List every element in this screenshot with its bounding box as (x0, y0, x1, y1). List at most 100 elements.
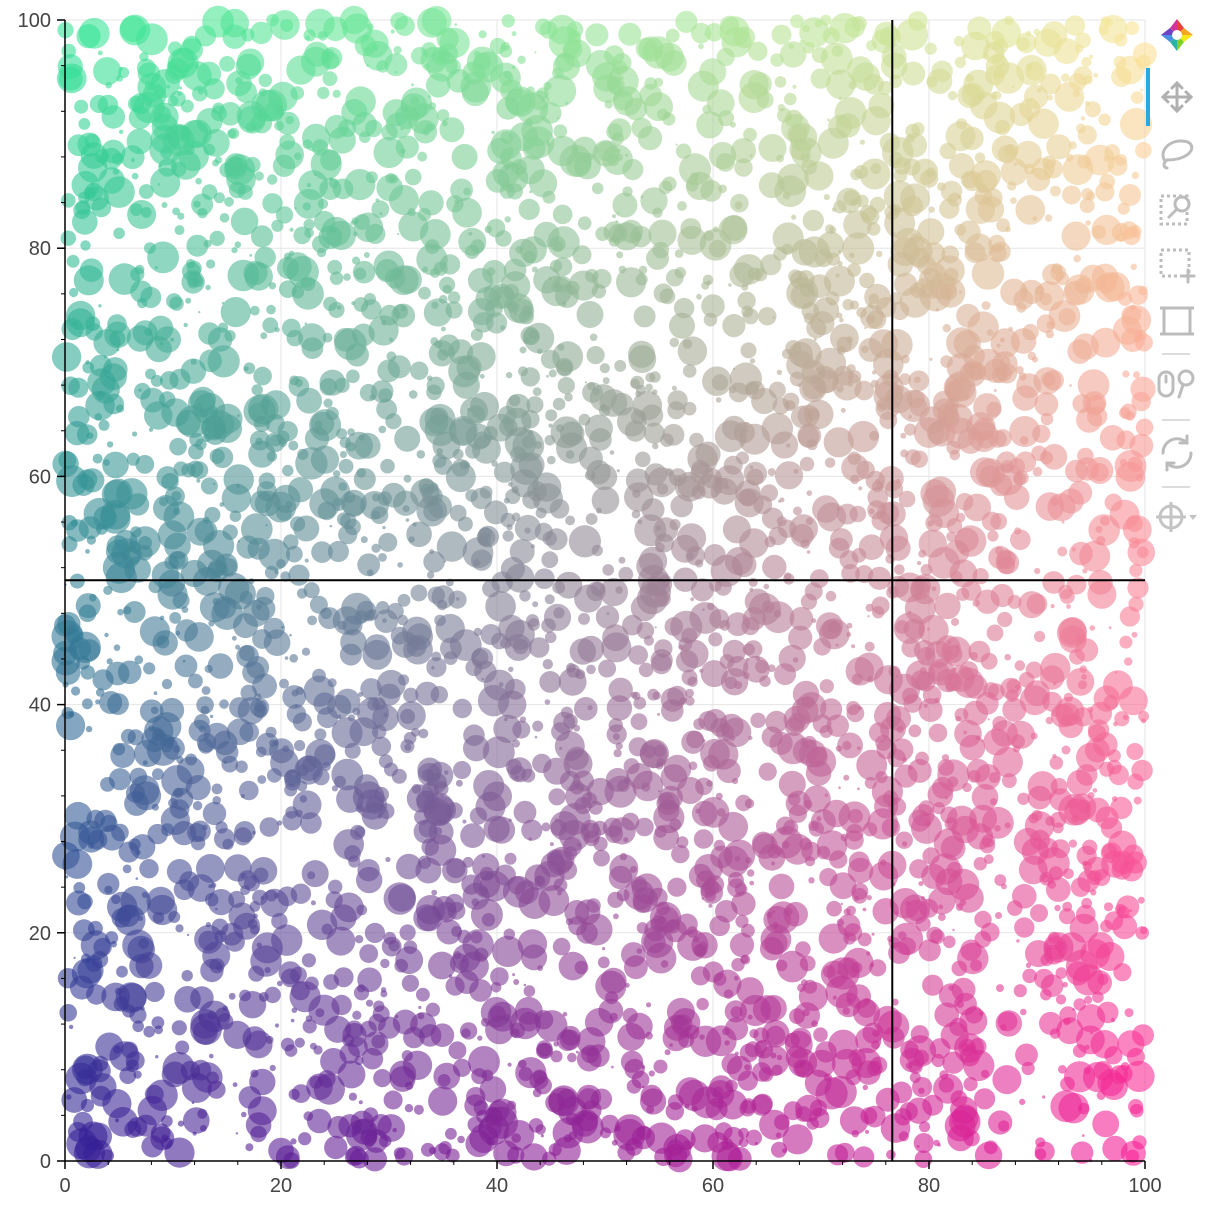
pan-tool[interactable] (1154, 74, 1200, 120)
scatter-point (1126, 743, 1144, 760)
scatter-point (799, 39, 805, 46)
scatter-point (722, 515, 751, 544)
scatter-point (990, 91, 998, 100)
scatter-point (919, 1121, 930, 1133)
scatter-point (568, 525, 602, 558)
scatter-point (637, 125, 663, 151)
scatter-point (929, 661, 950, 682)
crosshair-tool[interactable] (1154, 494, 1200, 540)
scatter-point (1068, 73, 1087, 91)
scatter-point (835, 643, 839, 647)
scatter-point (291, 1007, 298, 1013)
scatter-point (455, 779, 463, 787)
scatter-point (211, 783, 223, 795)
scatter-point (983, 728, 1011, 756)
scatter-point (856, 460, 875, 480)
scatter-point (602, 377, 610, 385)
scatter-point (462, 958, 466, 963)
scatter-point (1122, 515, 1152, 544)
scatter-point (82, 361, 95, 374)
scatter-point (378, 425, 387, 434)
scatter-point (776, 950, 809, 983)
scatter-point (632, 489, 641, 498)
scatter-point (974, 1088, 996, 1110)
lasso-select-tool[interactable] (1154, 130, 1200, 176)
scatter-point (716, 47, 735, 67)
scatter-point (185, 775, 211, 801)
scatter-point (1122, 226, 1141, 246)
y-tick-label: 20 (29, 923, 51, 945)
scatter-point (378, 532, 398, 552)
x-tick-label: 80 (918, 1175, 940, 1197)
scatter-point (868, 508, 875, 515)
scatter-point (298, 323, 327, 352)
scatter-point (905, 449, 921, 466)
scatter-point (858, 337, 883, 362)
scatter-point (808, 877, 815, 884)
scatter-point (905, 899, 928, 922)
scatter-point (557, 377, 575, 395)
scatter-point (116, 478, 148, 510)
scatter-point (506, 183, 523, 200)
scatter-point (472, 51, 504, 83)
scatter-point (191, 1101, 195, 1104)
scatter-point (577, 216, 592, 230)
scatter-point (95, 699, 101, 705)
scatter-point (665, 1102, 684, 1121)
scatter-point (586, 898, 601, 913)
scatter-point (1017, 792, 1030, 805)
scatter-point (592, 387, 600, 396)
scatter-point (734, 681, 743, 689)
scatter-point (1107, 759, 1122, 775)
scatter-point (426, 571, 435, 579)
scatter-point (584, 469, 596, 481)
scatter-point (500, 325, 506, 331)
scatter-point (574, 584, 603, 613)
scatter-point (532, 1069, 547, 1084)
scatter-point (743, 461, 767, 486)
scatter-point (536, 1040, 553, 1057)
scatter-point (1014, 660, 1026, 671)
scatter-point (662, 176, 677, 192)
scatter-point (562, 1011, 568, 1017)
box-zoom-tool[interactable] (1154, 186, 1200, 232)
scatter-point (67, 134, 90, 157)
scatter-point (353, 297, 369, 312)
scatter-point (606, 123, 623, 141)
scatter-point (858, 534, 885, 560)
scatter-point (103, 585, 113, 596)
scatter-point (452, 448, 464, 460)
scatter-point (844, 923, 863, 942)
scatter-point (405, 518, 410, 522)
scatter-point (678, 1031, 695, 1048)
scatter-point (882, 1026, 905, 1049)
scatter-point (703, 312, 718, 327)
scatter-point (996, 984, 1004, 993)
box-select-tool[interactable] (1154, 242, 1200, 288)
scatter-point (427, 586, 445, 604)
scatter-point (654, 590, 671, 607)
scatter-point (544, 74, 577, 108)
zoom-to-extents-tool[interactable] (1154, 298, 1200, 344)
scatter-point (973, 393, 1002, 422)
scatter-point (1073, 254, 1081, 263)
scatter-point (1087, 719, 1110, 741)
scatter-point (804, 856, 816, 867)
bokeh-logo-icon[interactable] (1154, 12, 1200, 58)
reset-tool[interactable] (1154, 430, 1200, 476)
scatter-point (790, 14, 804, 29)
scatter-point (519, 590, 531, 602)
scatter-point (1135, 418, 1154, 437)
scatter-point (935, 308, 939, 312)
scatter-point (541, 551, 559, 569)
scatter-point (320, 1048, 347, 1075)
wheel-zoom-tool[interactable] (1154, 360, 1200, 406)
scatter-point (979, 837, 996, 854)
scatter-point (1076, 1004, 1106, 1033)
scatter-point (256, 604, 262, 610)
scatter-point (162, 1051, 195, 1085)
scatter-point (391, 303, 416, 328)
scatter-point (576, 301, 604, 328)
